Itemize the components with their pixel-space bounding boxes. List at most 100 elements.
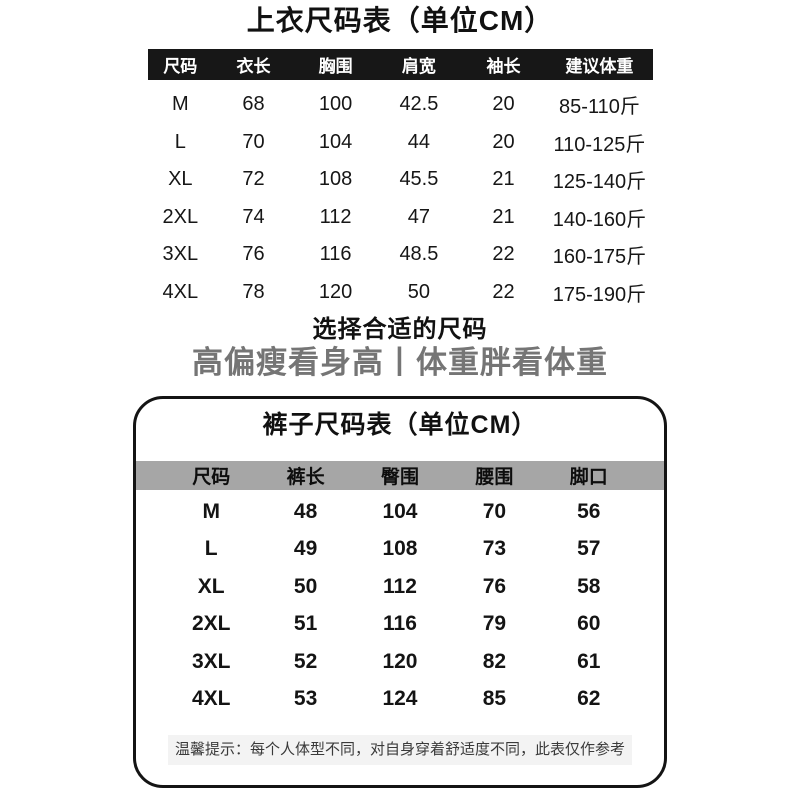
table-cell: 胸围 bbox=[318, 57, 353, 76]
table-cell: 74 bbox=[242, 205, 265, 228]
table-cell: 2XL bbox=[191, 612, 231, 636]
table-cell: 22 bbox=[492, 280, 515, 303]
table-cell: 臀围 bbox=[380, 467, 419, 488]
table-cell: 116 bbox=[319, 243, 352, 266]
table-cell: 4XL bbox=[191, 687, 231, 711]
table-cell: 58 bbox=[577, 574, 601, 598]
table-cell: 47 bbox=[407, 205, 431, 228]
table-cell: 49 bbox=[293, 537, 318, 561]
table-row: 3XL 76 116 48.5 22 160-175斤 bbox=[148, 236, 653, 274]
table-cell: M bbox=[202, 499, 220, 523]
table-cell: 脚口 bbox=[569, 467, 608, 488]
table-row: L 49 108 73 57 bbox=[164, 531, 636, 569]
table-cell: 袖长 bbox=[486, 57, 521, 76]
table-cell: 85 bbox=[482, 687, 507, 711]
table-cell: 尺码 bbox=[192, 467, 231, 488]
table-cell: 3XL bbox=[162, 243, 199, 266]
table-cell: 108 bbox=[318, 168, 353, 191]
table-cell: L bbox=[174, 130, 186, 153]
table-cell: 肩宽 bbox=[401, 57, 436, 76]
pants-table-header-band: 尺码 裤长 臀围 腰围 脚口 bbox=[136, 461, 664, 490]
table-cell: 70 bbox=[482, 499, 507, 523]
table-cell: 160-175斤 bbox=[552, 246, 647, 269]
table-cell: 4XL bbox=[162, 280, 199, 303]
table-row: XL 50 112 76 58 bbox=[164, 568, 636, 606]
table-cell: 76 bbox=[482, 574, 507, 598]
table-row: 4XL 78 120 50 22 175-190斤 bbox=[148, 274, 653, 312]
table-cell: 68 bbox=[242, 93, 265, 116]
table-cell: 104 bbox=[318, 130, 353, 153]
table-cell: 70 bbox=[242, 130, 265, 153]
table-row: 4XL 53 124 85 62 bbox=[164, 681, 636, 719]
size-tip-rule: 高偏瘦看身高丨体重胖看体重 bbox=[192, 345, 608, 380]
pants-table-header-row: 尺码 裤长 臀围 腰围 脚口 bbox=[164, 461, 636, 490]
table-cell: 衣长 bbox=[236, 57, 271, 76]
table-row: 2XL 74 112 47 21 140-160斤 bbox=[148, 199, 653, 237]
pants-table-note: 温馨提示：每个人体型不同，对自身穿着舒适度不同，此表仅作参考 bbox=[168, 735, 632, 765]
table-row: 3XL 52 120 82 61 bbox=[164, 643, 636, 681]
table-cell: 腰围 bbox=[475, 467, 514, 488]
table-cell: M bbox=[171, 93, 189, 116]
table-row: XL 72 108 45.5 21 125-140斤 bbox=[148, 161, 653, 199]
table-cell: 125-140斤 bbox=[552, 171, 647, 194]
table-cell: 110-125斤 bbox=[553, 133, 646, 156]
table-cell: XL bbox=[197, 574, 225, 598]
table-cell: 48.5 bbox=[399, 243, 439, 266]
table-cell: 120 bbox=[382, 649, 418, 673]
shirt-size-table: 尺码 衣长 胸围 肩宽 袖长 建议体重 M 68 100 42.5 20 85-110斤 L 70 104… bbox=[147, 49, 653, 311]
table-cell: 20 bbox=[492, 130, 515, 153]
table-cell: 21 bbox=[492, 168, 515, 191]
table-cell: 76 bbox=[242, 243, 265, 266]
table-cell: 51 bbox=[293, 612, 318, 636]
table-cell: 建议体重 bbox=[565, 57, 634, 76]
shirt-table-body: M 68 100 42.5 20 85-110斤 L 70 104 44 20 110-125斤 XL 7… bbox=[148, 86, 653, 311]
table-cell: 56 bbox=[577, 499, 601, 523]
table-cell: 45.5 bbox=[399, 168, 439, 191]
table-cell: 裤长 bbox=[286, 467, 325, 488]
table-cell: 57 bbox=[577, 537, 601, 561]
table-cell: 79 bbox=[482, 612, 507, 636]
table-cell: L bbox=[204, 537, 218, 561]
table-cell: 53 bbox=[293, 687, 318, 711]
table-cell: XL bbox=[168, 168, 193, 191]
table-cell: 44 bbox=[407, 130, 431, 153]
table-cell: 尺码 bbox=[163, 57, 198, 76]
table-cell: 2XL bbox=[162, 205, 199, 228]
table-row: M 68 100 42.5 20 85-110斤 bbox=[148, 86, 653, 124]
pants-table-body: M 48 104 70 56 L 49 108 73 57 XL 50 112 76 58 2XL 51 116 7… bbox=[164, 493, 636, 718]
table-cell: 112 bbox=[383, 574, 417, 598]
table-cell: 82 bbox=[482, 649, 507, 673]
table-cell: 21 bbox=[492, 205, 515, 228]
table-cell: 140-160斤 bbox=[552, 208, 647, 231]
table-row: 2XL 51 116 79 60 bbox=[164, 606, 636, 644]
table-cell: 112 bbox=[319, 205, 352, 228]
table-cell: 50 bbox=[293, 574, 318, 598]
table-cell: 20 bbox=[492, 93, 515, 116]
table-cell: 52 bbox=[293, 649, 318, 673]
table-row: L 70 104 44 20 110-125斤 bbox=[148, 124, 653, 162]
table-cell: 100 bbox=[318, 93, 353, 116]
table-cell: 124 bbox=[382, 687, 418, 711]
table-cell: 62 bbox=[577, 687, 601, 711]
table-cell: 72 bbox=[242, 168, 265, 191]
shirt-table-header-row: 尺码 衣长 胸围 肩宽 袖长 建议体重 bbox=[147, 49, 653, 80]
table-cell: 108 bbox=[382, 537, 418, 561]
shirt-table-title: 上衣尺码表（单位CM） bbox=[246, 5, 554, 36]
table-cell: 60 bbox=[577, 612, 601, 636]
size-tip-heading: 选择合适的尺码 bbox=[312, 316, 488, 343]
table-cell: 48 bbox=[293, 499, 318, 523]
table-cell: 116 bbox=[383, 612, 417, 636]
table-cell: 73 bbox=[482, 537, 507, 561]
table-cell: 42.5 bbox=[399, 93, 439, 116]
pants-table-title: 裤子尺码表（单位CM） bbox=[262, 411, 538, 439]
table-cell: 104 bbox=[382, 499, 418, 523]
table-cell: 3XL bbox=[191, 649, 231, 673]
table-cell: 120 bbox=[318, 280, 353, 303]
table-cell: 175-190斤 bbox=[552, 283, 647, 306]
pants-table-container: 裤子尺码表（单位CM） 尺码 裤长 臀围 腰围 脚口 M 48 104 70 56 L 49 108 7… bbox=[133, 396, 667, 788]
table-cell: 61 bbox=[577, 649, 601, 673]
table-cell: 78 bbox=[242, 280, 265, 303]
table-row: M 48 104 70 56 bbox=[164, 493, 636, 531]
table-cell: 85-110斤 bbox=[559, 96, 640, 119]
